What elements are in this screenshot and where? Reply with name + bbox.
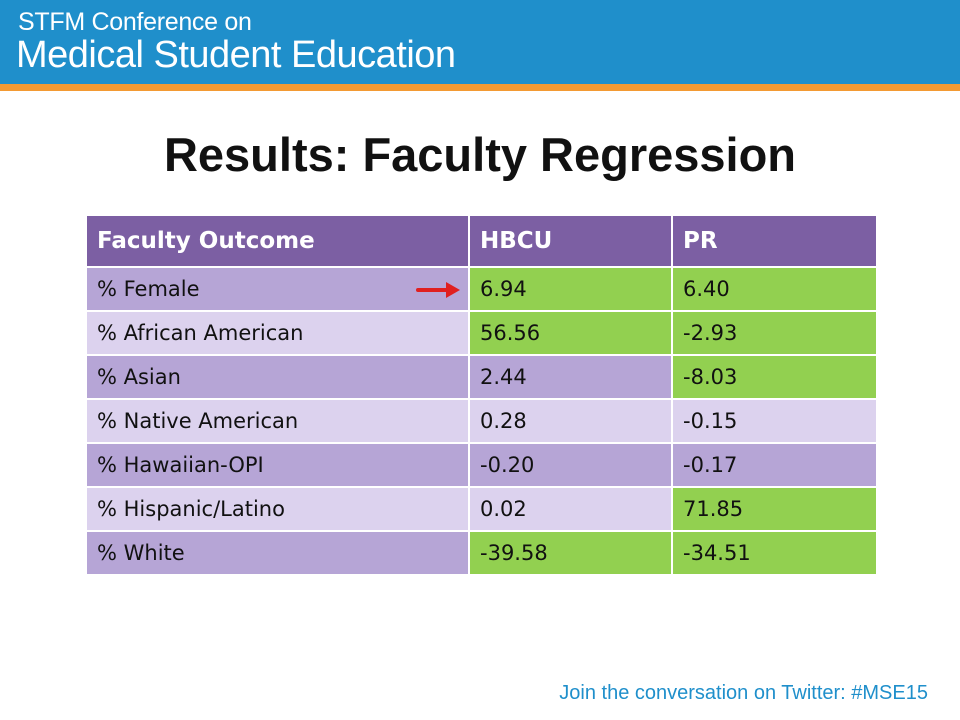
hbcu-value: -0.20 [468, 442, 673, 488]
pr-value: -0.15 [671, 398, 878, 444]
column-header-outcome: Faculty Outcome [85, 214, 470, 268]
row-label: % African American [85, 310, 470, 356]
banner-title-line1: STFM Conference on [18, 8, 252, 36]
slide-title: Results: Faculty Regression [163, 128, 797, 181]
hbcu-value: 2.44 [468, 354, 673, 400]
hbcu-value: -39.58 [468, 530, 673, 576]
pr-value: 71.85 [671, 486, 878, 532]
banner-title-line2: Medical Student Education [16, 34, 456, 76]
accent-bar [0, 84, 960, 91]
hbcu-value: 56.56 [468, 310, 673, 356]
table-row: % Hispanic/Latino 0.02 71.85 [85, 486, 878, 532]
hbcu-value: 6.94 [468, 266, 673, 312]
pr-value: -0.17 [671, 442, 878, 488]
conference-banner: STFM Conference on Medical Student Educa… [0, 0, 960, 84]
column-header-hbcu: HBCU [468, 214, 673, 268]
row-label: % Female [97, 277, 200, 301]
results-table: Faculty Outcome HBCU PR % Female 6.94 6.… [85, 214, 878, 576]
row-label: % Hawaiian-OPI [85, 442, 470, 488]
row-label: % White [85, 530, 470, 576]
row-label: % Asian [85, 354, 470, 400]
table-row: % Native American 0.28 -0.15 [85, 398, 878, 444]
table-row: % Hawaiian-OPI -0.20 -0.17 [85, 442, 878, 488]
pr-value: -34.51 [671, 530, 878, 576]
hbcu-value: 0.28 [468, 398, 673, 444]
pr-value: -2.93 [671, 310, 878, 356]
row-label: % Hispanic/Latino [85, 486, 470, 532]
table-row: % Asian 2.44 -8.03 [85, 354, 878, 400]
right-arrow-icon [416, 282, 460, 298]
row-label-cell: % Female [85, 266, 470, 312]
column-header-pr: PR [671, 214, 878, 268]
table-header-row: Faculty Outcome HBCU PR [85, 214, 878, 268]
table-row: % White -39.58 -34.51 [85, 530, 878, 576]
table-row: % Female 6.94 6.40 [85, 266, 878, 312]
twitter-footer: Join the conversation on Twitter: #MSE15 [559, 682, 928, 704]
pr-value: 6.40 [671, 266, 878, 312]
pr-value: -8.03 [671, 354, 878, 400]
row-label: % Native American [85, 398, 470, 444]
hbcu-value: 0.02 [468, 486, 673, 532]
table-row: % African American 56.56 -2.93 [85, 310, 878, 356]
